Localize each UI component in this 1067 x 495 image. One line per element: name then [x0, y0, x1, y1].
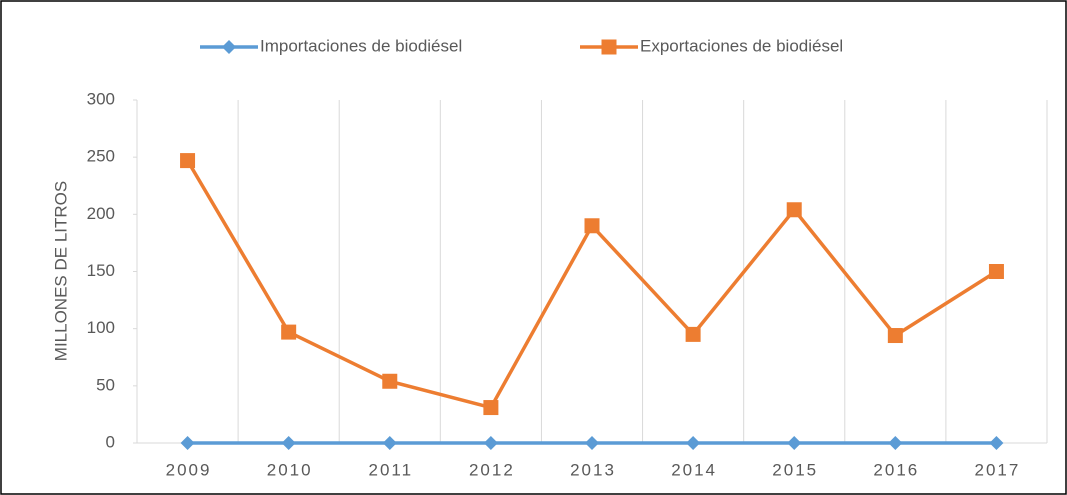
data-point: [281, 436, 296, 450]
data-point: [180, 153, 196, 169]
x-tick-label: 2009: [166, 460, 212, 479]
data-point: [787, 436, 802, 450]
data-point: [585, 436, 599, 450]
data-point: [989, 436, 1004, 450]
y-tick-label: 200: [87, 204, 115, 223]
y-tick-label: 0: [106, 432, 115, 451]
x-tick-label: 2016: [873, 460, 919, 479]
x-tick-label: 2014: [671, 460, 717, 479]
data-point: [382, 373, 398, 389]
legend-marker: [222, 40, 236, 54]
legend-label: Exportaciones de biodiésel: [640, 36, 843, 55]
data-point: [786, 202, 802, 218]
legend-label: Importaciones de biodiésel: [260, 36, 462, 55]
data-point: [888, 436, 903, 450]
data-point: [382, 436, 397, 450]
data-point: [988, 264, 1004, 279]
data-point: [887, 328, 903, 344]
y-tick-label: 150: [87, 261, 115, 280]
data-point: [584, 218, 600, 234]
x-tick-label: 2017: [975, 460, 1021, 479]
x-tick-label: 2013: [570, 460, 616, 479]
x-tick-label: 2012: [469, 460, 515, 479]
data-point: [281, 324, 297, 340]
data-point: [483, 436, 498, 450]
legend-marker: [601, 39, 617, 55]
y-tick-label: 100: [87, 318, 115, 337]
data-point: [180, 436, 195, 450]
data-point: [685, 326, 701, 342]
data-point: [483, 400, 499, 416]
y-tick-label: 300: [87, 89, 115, 108]
y-tick-label: 50: [96, 375, 115, 394]
x-tick-label: 2011: [368, 460, 413, 479]
y-tick-label: 250: [87, 147, 115, 166]
x-tick-label: 2010: [267, 460, 313, 479]
data-point: [686, 436, 701, 450]
x-tick-label: 2015: [772, 460, 818, 479]
y-axis-title: MILLONES DE LITROS: [51, 181, 70, 361]
